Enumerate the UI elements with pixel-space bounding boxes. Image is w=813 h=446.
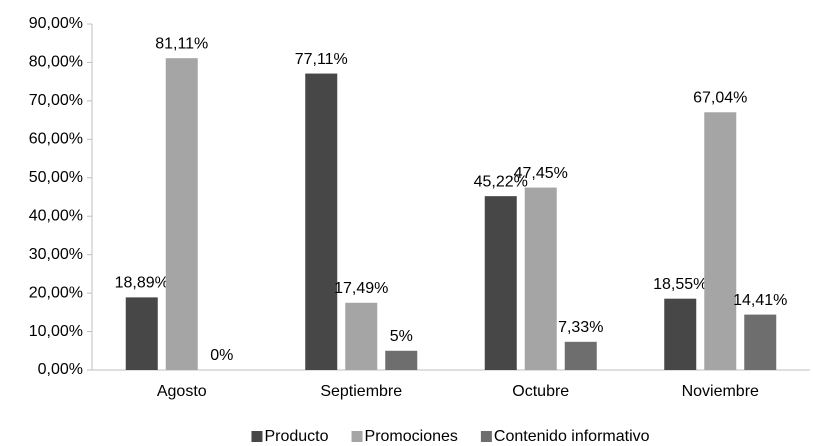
legend-label: Producto bbox=[264, 428, 328, 445]
legend-label: Contenido informativo bbox=[494, 428, 650, 445]
value-label: 81,11% bbox=[155, 35, 208, 52]
bar bbox=[165, 58, 198, 370]
bar bbox=[484, 196, 517, 370]
value-label: 0% bbox=[210, 347, 233, 364]
value-label: 14,41% bbox=[733, 292, 787, 309]
value-label: 7,33% bbox=[558, 319, 603, 336]
x-tick-label: Agosto bbox=[157, 383, 207, 400]
bar bbox=[305, 73, 338, 371]
value-label: 17,49% bbox=[334, 280, 388, 297]
value-label: 45,22% bbox=[474, 173, 528, 190]
value-label: 67,04% bbox=[693, 89, 747, 106]
x-tick-label: Septiembre bbox=[320, 383, 402, 400]
y-tick-label: 10,00% bbox=[29, 323, 83, 340]
y-tick-label: 30,00% bbox=[29, 246, 83, 263]
value-label: 47,45% bbox=[514, 165, 568, 182]
bar bbox=[704, 112, 737, 371]
y-tick-label: 70,00% bbox=[29, 92, 83, 109]
legend-swatch bbox=[351, 431, 363, 442]
bar bbox=[125, 297, 158, 370]
y-tick-label: 20,00% bbox=[29, 284, 83, 301]
legend-swatch bbox=[480, 431, 492, 442]
bar bbox=[744, 314, 777, 370]
value-label: 77,11% bbox=[295, 51, 348, 68]
bar bbox=[345, 302, 378, 370]
bar bbox=[524, 187, 557, 370]
legend-label: Promociones bbox=[365, 428, 458, 445]
legend-swatch bbox=[251, 431, 263, 442]
value-label: 5% bbox=[390, 328, 413, 345]
y-tick-label: 80,00% bbox=[29, 54, 83, 71]
value-label: 18,89% bbox=[115, 275, 169, 292]
bar bbox=[664, 298, 697, 370]
value-label: 18,55% bbox=[653, 276, 707, 293]
bar bbox=[564, 341, 597, 370]
x-tick-label: Noviembre bbox=[682, 383, 759, 400]
y-tick-label: 40,00% bbox=[29, 207, 83, 224]
x-tick-label: Octubre bbox=[512, 383, 569, 400]
y-tick-label: 50,00% bbox=[29, 169, 83, 186]
y-tick-label: 0,00% bbox=[38, 361, 83, 378]
y-tick-label: 60,00% bbox=[29, 131, 83, 148]
y-tick-label: 90,00% bbox=[29, 15, 83, 32]
bar bbox=[385, 350, 418, 370]
